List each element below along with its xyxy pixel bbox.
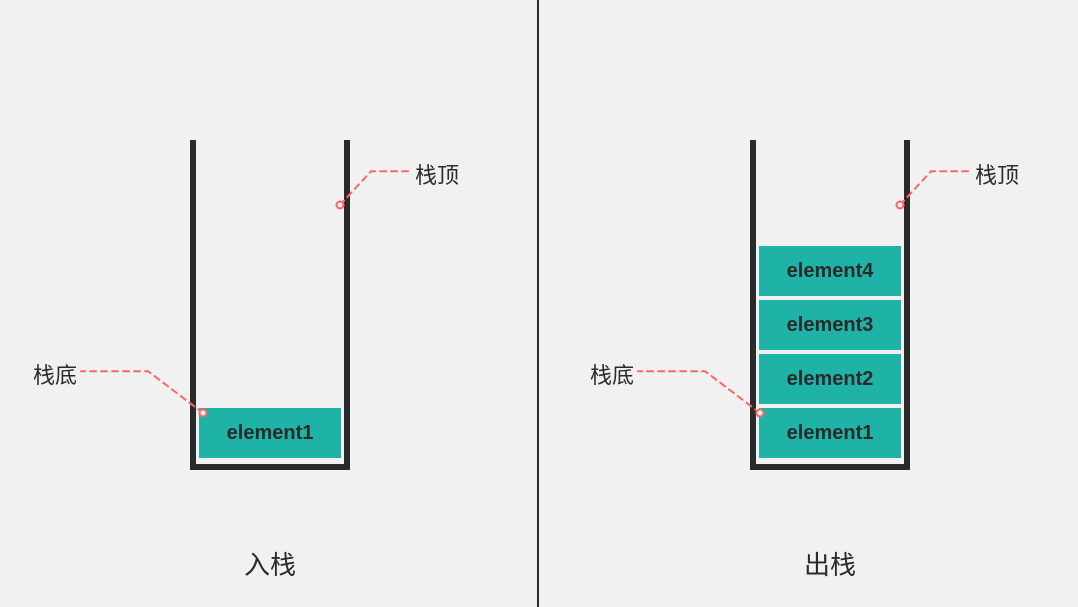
stack-bottom-label-right: 栈底 [590,358,634,390]
stack-top-label-left: 栈顶 [415,158,459,190]
stack-element: element3 [759,300,901,350]
stack-container-push: element1 [190,140,350,470]
stack-top-label-right: 栈顶 [975,158,1019,190]
connector-lines [0,0,1078,607]
stack-element: element4 [759,246,901,296]
stack-container-pop: element1element2element3element4 [750,140,910,470]
caption-pop: 出栈 [804,545,856,582]
diagram-canvas: element1 栈顶 栈底 入栈 element1element2elemen… [0,0,1078,607]
stack-element: element1 [759,408,901,458]
stack-bottom-label-left: 栈底 [33,358,77,390]
stack-element: element1 [199,408,341,458]
vertical-divider [537,0,539,607]
stack-element: element2 [759,354,901,404]
caption-push: 入栈 [244,545,296,582]
